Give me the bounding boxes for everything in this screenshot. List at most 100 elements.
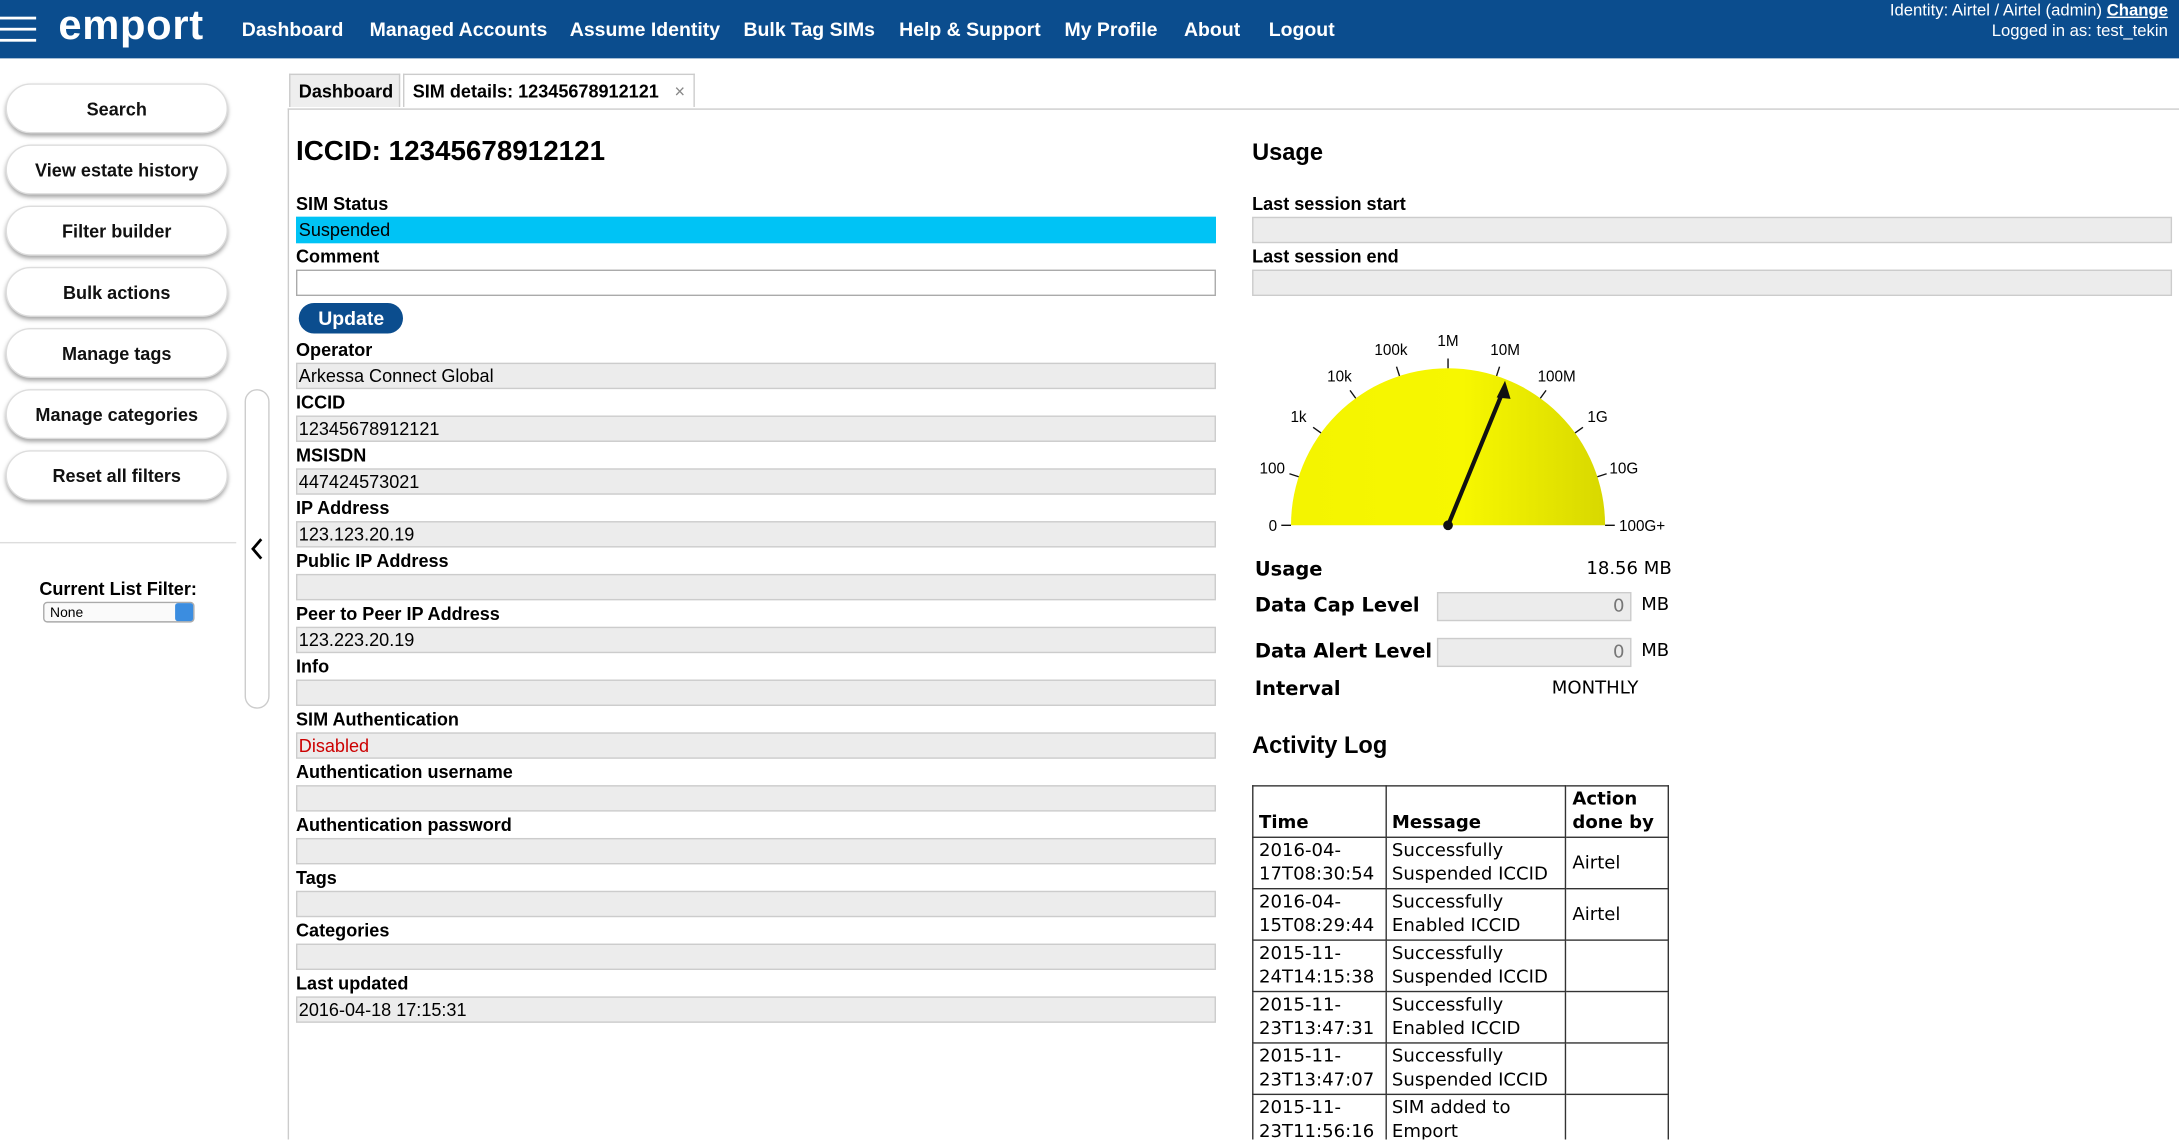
nav-link[interactable]: Help & Support [899, 18, 1041, 41]
sidebar-button[interactable]: Bulk actions [5, 266, 228, 317]
log-cell: Successfully Suspended ICCID [1384, 1042, 1567, 1096]
logged-in: Logged in as: test_tekin [1991, 20, 2168, 41]
field-label: Last updated [295, 972, 409, 994]
cell-text: 2015-11-23T13:47:07 [1259, 1046, 1375, 1091]
top-bar: emport Identity: Airtel / Airtel (admin)… [0, 0, 2179, 59]
activity-title: Activity Log [1252, 732, 1388, 759]
cell-text: 2015-11-23T13:47:31 [1259, 995, 1375, 1040]
sidebar-button[interactable]: Search [5, 83, 228, 134]
field-value [295, 943, 1216, 970]
field-value [1252, 269, 2173, 296]
log-cell: 2015-11-23T13:47:31 [1252, 990, 1387, 1044]
tab[interactable]: SIM details: 12345678912121 × [403, 73, 695, 108]
field-value [295, 837, 1216, 865]
field-label: Operator [295, 339, 373, 360]
field-value[interactable] [295, 269, 1216, 296]
field-text: 123.123.20.19 [298, 523, 415, 545]
gauge-label: 10M [1490, 342, 1520, 359]
gauge-tick [1395, 366, 1401, 377]
stat-unit: MB [1641, 640, 1670, 662]
sidebar-button[interactable]: View estate history [5, 144, 228, 195]
select-arrow [175, 603, 194, 622]
sidebar-button[interactable]: Filter builder [5, 205, 228, 256]
stat-input[interactable]: 0 [1436, 637, 1632, 668]
gauge-label: 1k [1290, 409, 1306, 426]
sidebar-button[interactable]: Reset all filters [5, 450, 228, 501]
cell-text: 2016-04-17T08:30:54 [1259, 840, 1375, 886]
gauge-tick [1289, 473, 1299, 478]
gauge-label: 10G [1609, 461, 1638, 478]
filter-value: None [50, 605, 84, 622]
field-label: Comment [295, 245, 380, 267]
identity-text: Identity: Airtel / Airtel (admin) [1889, 0, 2103, 20]
gauge-label: 1M [1437, 334, 1458, 351]
table-header: Time Message Action done by [1252, 785, 1669, 838]
menu-icon[interactable] [0, 16, 37, 20]
field-value[interactable]: Suspended [295, 216, 1216, 244]
log-cell: 2015-11-24T14:15:38 [1252, 939, 1387, 993]
stat-label: Usage [1254, 558, 1323, 581]
gauge-label: 100 [1260, 461, 1285, 478]
tab[interactable]: Dashboard [289, 73, 401, 108]
log-row: 2015-11-24T14:15:38 Successfully Suspende… [1252, 939, 1669, 993]
sidebar-button[interactable]: Manage tags [5, 327, 228, 378]
filter-select[interactable]: None [43, 601, 195, 623]
field-text: Disabled [298, 735, 370, 756]
field-label: IP Address [295, 497, 390, 519]
nav-link[interactable]: Logout [1268, 18, 1335, 41]
cell-text: SIM added to Emport [1391, 1097, 1511, 1140]
gauge-tick [1495, 366, 1501, 377]
stat-input[interactable]: 0 [1436, 591, 1632, 622]
menu-icon[interactable] [0, 38, 37, 42]
nav-link[interactable]: Dashboard [241, 18, 344, 41]
sidebar-button[interactable]: Manage categories [5, 389, 228, 440]
activity-table: Time Message Action done by 2016-04-17T08:3… [1252, 785, 1669, 1140]
nav-link[interactable]: My Profile [1064, 18, 1158, 41]
field-value [295, 573, 1216, 601]
log-row: 2015-11-23T13:47:31 Successfully Enabled … [1252, 990, 1669, 1044]
tab-close[interactable]: × [674, 80, 686, 102]
change-link[interactable]: Change [2106, 0, 2168, 20]
log-cell: 2015-11-23T13:47:07 [1252, 1042, 1387, 1096]
usage-fields: Last session start Last session end [1252, 192, 2173, 298]
stat-label: Data Cap Level [1254, 594, 1420, 618]
details-form: SIM Status Suspended Comment Update Operator… [295, 192, 1216, 1024]
identity: Identity: Airtel / Airtel (admin) Change… [1890, 0, 2168, 42]
nav-link[interactable]: About [1183, 18, 1241, 41]
cell-text: 2016-04-15T08:29:44 [1259, 892, 1375, 937]
gauge-label: 100G+ [1619, 518, 1665, 535]
nav-link[interactable]: Managed Accounts [369, 18, 548, 41]
field-label: SIM Status [295, 193, 389, 215]
field-label: MSISDN [295, 444, 367, 466]
collapse-handle[interactable] [244, 389, 270, 709]
cell-text: Successfully Suspended ICCID [1391, 1046, 1548, 1091]
stat-value: MONTHLY [1551, 678, 1639, 700]
field-label: Public IP Address [295, 550, 449, 572]
cell-text: Successfully Enabled ICCID [1391, 892, 1521, 937]
cell-text: Airtel [1572, 903, 1621, 925]
log-cell: Successfully Suspended ICCID [1384, 939, 1567, 993]
field-value: 12345678912121 [295, 415, 1216, 442]
cell-text: Successfully Suspended ICCID [1391, 840, 1548, 886]
field-label: Tags [295, 867, 337, 888]
field-text: 123.223.20.19 [298, 629, 415, 651]
cell-text: Successfully Enabled ICCID [1391, 995, 1521, 1040]
nav-link[interactable]: Bulk Tag SIMs [743, 18, 876, 41]
field-label: Info [295, 655, 330, 677]
needle-hub [1443, 520, 1453, 531]
menu-icon[interactable] [0, 27, 37, 31]
log-row: 2015-11-23T11:56:16 SIM added to Emport [1252, 1093, 1669, 1140]
update-button[interactable]: Update [298, 302, 404, 334]
field-value [295, 890, 1216, 918]
cell-text: Airtel [1572, 852, 1621, 874]
logo[interactable]: emport [58, 2, 204, 49]
gauge-tick [1539, 389, 1547, 399]
field-label: Categories [295, 919, 390, 941]
stat-value: 18.56 MB [1586, 558, 1672, 580]
log-cell: Successfully Enabled ICCID [1384, 990, 1567, 1044]
field-value: 2016-04-18 17:15:31 [295, 996, 1216, 1023]
nav-link[interactable]: Assume Identity [569, 18, 721, 41]
log-cell: Airtel [1565, 836, 1669, 890]
log-cell [1565, 1042, 1669, 1096]
column-header: Message [1384, 785, 1567, 838]
